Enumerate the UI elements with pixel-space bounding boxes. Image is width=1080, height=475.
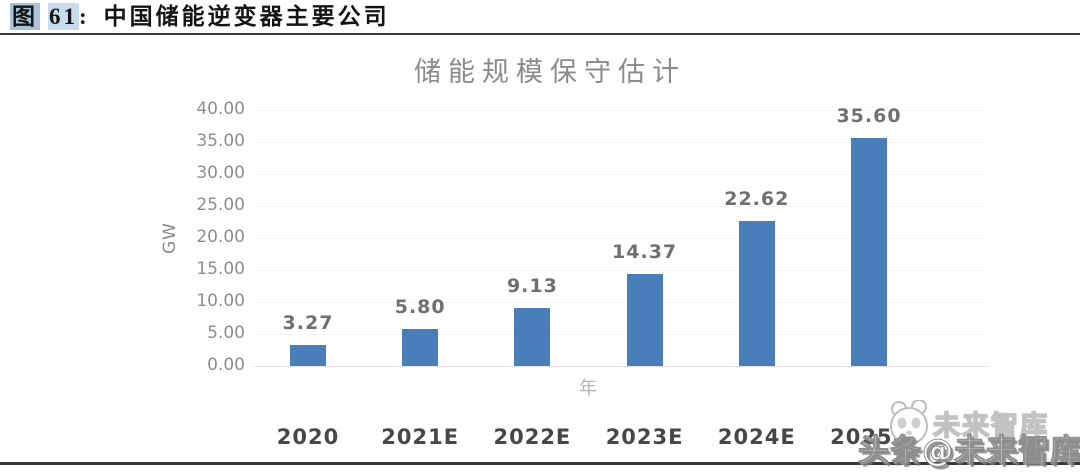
x-tick-label: 2021E (381, 425, 460, 449)
bar (402, 328, 439, 366)
x-tick-label: 2022E (493, 425, 572, 449)
gridline (253, 269, 988, 271)
gridline (253, 301, 988, 303)
bar-value-label: 35.60 (836, 105, 902, 128)
x-tick-label: 2020 (276, 425, 340, 449)
bar-value-label: 9.13 (506, 274, 558, 297)
figure-caption: 图 61: 中国储能逆变器主要公司 (10, 2, 390, 32)
watermark-main: 头条@未来智库 (858, 433, 1080, 470)
y-tick-label: 0.00 (207, 355, 245, 375)
caption-fig-number: 61 (48, 3, 79, 30)
bar (851, 138, 887, 366)
gridline (253, 173, 988, 175)
y-tick-label: 40.00 (196, 99, 245, 119)
caption-colon: : (79, 4, 90, 29)
y-tick-label: 20.00 (196, 227, 245, 247)
bar (626, 274, 663, 366)
x-tick-label: 2023E (605, 425, 684, 449)
y-tick-label: 25.00 (196, 195, 245, 215)
chart-title: 储能规模保守估计 (414, 57, 686, 87)
caption-title: 中国储能逆变器主要公司 (103, 4, 390, 29)
bar-value-label: 22.62 (724, 188, 790, 211)
bar-value-label: 14.37 (612, 241, 678, 264)
bar (514, 307, 551, 366)
top-divider (0, 33, 1080, 35)
gridline (253, 365, 988, 367)
y-tick-label: 15.00 (196, 259, 245, 279)
bar-value-label: 3.27 (282, 312, 334, 335)
y-tick-label: 30.00 (196, 163, 245, 183)
y-tick-label: 5.00 (207, 323, 245, 343)
bottom-divider (0, 462, 1080, 465)
gridline (253, 237, 988, 239)
bar-value-label: 5.80 (394, 295, 446, 318)
bar (738, 221, 775, 366)
gridline (253, 205, 988, 207)
gridline (253, 141, 988, 143)
gridline (253, 109, 988, 111)
watermark-ghost: 未来智库 (932, 410, 1049, 443)
x-tick-label: 2024E (717, 425, 796, 449)
x-axis-label: 年 (579, 378, 597, 398)
y-tick-label: 10.00 (196, 291, 245, 311)
gridline (253, 333, 988, 335)
panda-logo-icon (890, 400, 928, 445)
bar (290, 345, 326, 366)
y-tick-label: 35.00 (196, 131, 245, 151)
caption-fig-label: 图 (10, 3, 40, 30)
